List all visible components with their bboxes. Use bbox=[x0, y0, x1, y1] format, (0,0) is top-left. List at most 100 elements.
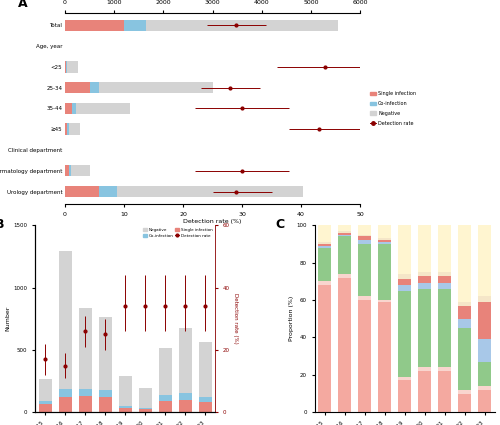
Bar bbox=[318, 244, 331, 246]
Bar bbox=[199, 397, 212, 402]
Text: C: C bbox=[275, 218, 284, 231]
Bar bbox=[378, 238, 392, 240]
Bar bbox=[338, 236, 351, 274]
Bar bbox=[398, 291, 411, 377]
Bar bbox=[98, 397, 112, 412]
Bar bbox=[138, 409, 152, 412]
Bar bbox=[478, 390, 492, 412]
Bar bbox=[438, 272, 452, 276]
Bar bbox=[418, 371, 432, 412]
Bar bbox=[458, 319, 471, 328]
Bar bbox=[78, 388, 92, 396]
Bar bbox=[67, 61, 78, 73]
Bar bbox=[398, 225, 411, 274]
Bar bbox=[438, 367, 452, 371]
Bar bbox=[358, 225, 371, 235]
Bar bbox=[458, 306, 471, 319]
Bar bbox=[118, 376, 132, 405]
Bar bbox=[358, 244, 371, 296]
Bar bbox=[179, 328, 192, 393]
Bar bbox=[478, 296, 492, 302]
Bar bbox=[159, 401, 172, 412]
Bar bbox=[418, 276, 432, 283]
Bar bbox=[116, 186, 304, 197]
Bar bbox=[72, 165, 90, 176]
Bar bbox=[478, 386, 492, 390]
Bar bbox=[478, 302, 492, 339]
Bar bbox=[358, 236, 371, 240]
Bar bbox=[65, 123, 68, 135]
Bar bbox=[90, 82, 100, 94]
Bar bbox=[438, 289, 452, 367]
Bar bbox=[378, 244, 392, 300]
Bar bbox=[378, 300, 392, 302]
Bar bbox=[378, 242, 392, 244]
Bar bbox=[100, 82, 212, 94]
Bar bbox=[438, 276, 452, 283]
Y-axis label: Proportion (%): Proportion (%) bbox=[288, 296, 294, 341]
Bar bbox=[38, 401, 52, 404]
Bar bbox=[69, 123, 80, 135]
Bar bbox=[438, 371, 452, 412]
Bar bbox=[438, 283, 452, 289]
Bar bbox=[65, 61, 66, 73]
Bar bbox=[358, 235, 371, 236]
Bar bbox=[418, 272, 432, 276]
Bar bbox=[138, 408, 152, 409]
Bar bbox=[338, 235, 351, 236]
Bar bbox=[478, 339, 492, 362]
Bar bbox=[179, 393, 192, 400]
Bar bbox=[124, 20, 146, 31]
Bar bbox=[146, 20, 338, 31]
Bar bbox=[78, 308, 92, 388]
Bar bbox=[199, 342, 212, 397]
Bar bbox=[478, 225, 492, 296]
Legend: Single infection, Co-infection, Negative, Detection rate: Single infection, Co-infection, Negative… bbox=[368, 89, 418, 128]
Legend: Negative, Co-infection, Single infection, Detection rate: Negative, Co-infection, Single infection… bbox=[142, 227, 214, 239]
Bar bbox=[199, 402, 212, 412]
Bar bbox=[318, 225, 331, 242]
Bar bbox=[65, 186, 100, 197]
Bar bbox=[398, 377, 411, 380]
Bar bbox=[98, 391, 112, 397]
X-axis label: Detection rate (%): Detection rate (%) bbox=[184, 219, 242, 224]
Bar bbox=[458, 390, 471, 394]
Bar bbox=[398, 285, 411, 291]
Bar bbox=[66, 61, 67, 73]
Bar bbox=[458, 394, 471, 412]
Bar bbox=[478, 362, 492, 386]
Bar bbox=[458, 302, 471, 306]
Bar bbox=[378, 302, 392, 412]
Bar bbox=[318, 285, 331, 412]
Bar bbox=[118, 405, 132, 408]
Bar bbox=[78, 396, 92, 412]
Bar bbox=[318, 281, 331, 285]
Bar bbox=[58, 397, 71, 412]
Bar bbox=[100, 186, 116, 197]
Bar bbox=[69, 165, 71, 176]
Bar bbox=[338, 274, 351, 278]
Bar bbox=[338, 225, 351, 231]
Bar bbox=[65, 82, 90, 94]
Bar bbox=[179, 400, 192, 412]
Y-axis label: Detection rate (%): Detection rate (%) bbox=[233, 293, 238, 344]
Bar bbox=[398, 280, 411, 285]
Bar bbox=[159, 395, 172, 401]
Bar bbox=[65, 103, 72, 114]
Bar bbox=[418, 225, 432, 272]
Bar bbox=[65, 20, 124, 31]
Bar bbox=[118, 408, 132, 412]
Bar bbox=[458, 328, 471, 390]
Bar bbox=[358, 296, 371, 300]
Bar bbox=[418, 367, 432, 371]
Bar bbox=[76, 103, 130, 114]
Text: A: A bbox=[18, 0, 28, 11]
Bar bbox=[458, 225, 471, 302]
Bar bbox=[438, 225, 452, 272]
Bar bbox=[72, 103, 76, 114]
Bar bbox=[98, 317, 112, 391]
Bar bbox=[58, 252, 71, 388]
Bar bbox=[318, 242, 331, 244]
Bar bbox=[38, 404, 52, 412]
Bar bbox=[318, 246, 331, 248]
